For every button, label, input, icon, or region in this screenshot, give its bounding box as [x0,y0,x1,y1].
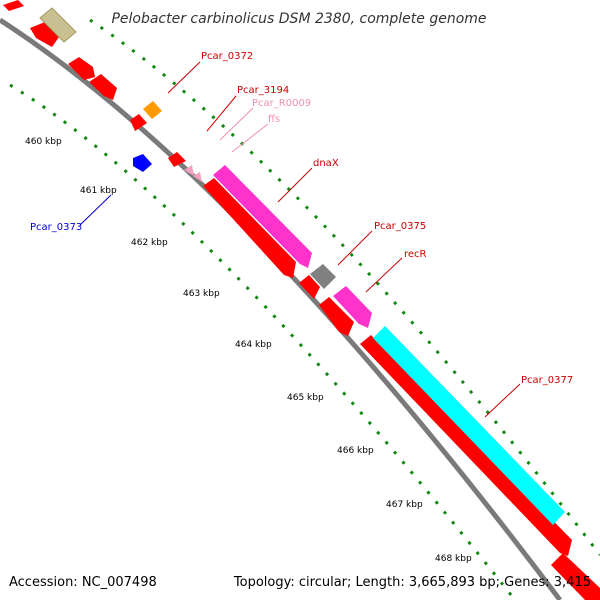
scale-label: 461 kbp [80,186,117,196]
upper-strand-features [39,7,600,600]
genome-summary-text: Topology: circular; Length: 3,665,893 bp… [233,575,591,590]
scale-label: 465 kbp [287,393,324,403]
gene-label-ffs: ffs [268,114,280,125]
label-leaders [79,61,521,418]
dnaX-feature [213,165,312,268]
gene-arrow [130,114,147,131]
lower-strand-features [3,0,572,556]
gene-label-Pcar_0377: Pcar_0377 [521,375,573,386]
ffs-rna [193,172,202,182]
gene-label-Pcar_0372: Pcar_0372 [201,51,253,62]
Pcar_R0009-rna [184,165,194,176]
Pcar_0377-cds [360,335,572,556]
scale-label: 462 kbp [131,238,168,248]
gene-label-Pcar_0373: Pcar_0373 [30,222,82,233]
gene-label-recR: recR [404,249,427,260]
leader-Pcar_0373 [79,194,112,226]
leader-Pcar_0372 [167,61,201,94]
gene-arrow [551,553,600,600]
Pcar_0373-cds [133,154,152,172]
leader-Pcar_0375 [337,230,373,266]
gene-arrow [68,57,95,80]
leader-ffs [231,123,269,153]
gene-label-Pcar_3194: Pcar_3194 [237,85,289,96]
gene-arrow [168,152,186,167]
scale-label: 466 kbp [337,446,374,456]
recR-feature [333,286,372,328]
leader-Pcar_R0009 [219,107,254,141]
leader-recR [365,257,403,293]
scale-label: 463 kbp [183,289,220,299]
scale-labels: 460 kbp 461 kbp 462 kbp 463 kbp 464 kbp … [25,137,472,564]
gene-label-Pcar_0375: Pcar_0375 [374,221,426,232]
gene-arrow [319,297,354,336]
scale-label: 467 kbp [386,500,423,510]
inner-tick-track [9,83,517,600]
recR-cds [299,275,320,299]
olive-feature [39,7,77,43]
gene-labels: Pcar_0372 Pcar_3194 Pcar_R0009 ffs dnaX … [30,51,573,386]
Pcar_0372-cds [143,101,162,119]
gene-label-dnaX: dnaX [313,158,339,169]
scale-label: 464 kbp [235,340,272,350]
gene-arrow [30,22,59,47]
leader-Pcar_0377 [484,383,521,418]
dnaX-cds [203,178,296,278]
leader-Pcar_3194 [206,95,237,132]
leader-dnaX [277,167,313,203]
accession-text: Accession: NC_007498 [9,575,157,590]
gene-label-Pcar_R0009: Pcar_R0009 [252,98,311,109]
scale-label: 460 kbp [25,137,62,147]
gene-arrow [89,74,117,100]
gene-arrow [3,0,24,11]
Pcar_0377-feature [373,326,565,525]
scale-label: 468 kbp [435,554,472,564]
Pcar_0375-cds [310,264,336,289]
map-title: Pelobacter carbinolicus DSM 2380, comple… [111,11,486,27]
